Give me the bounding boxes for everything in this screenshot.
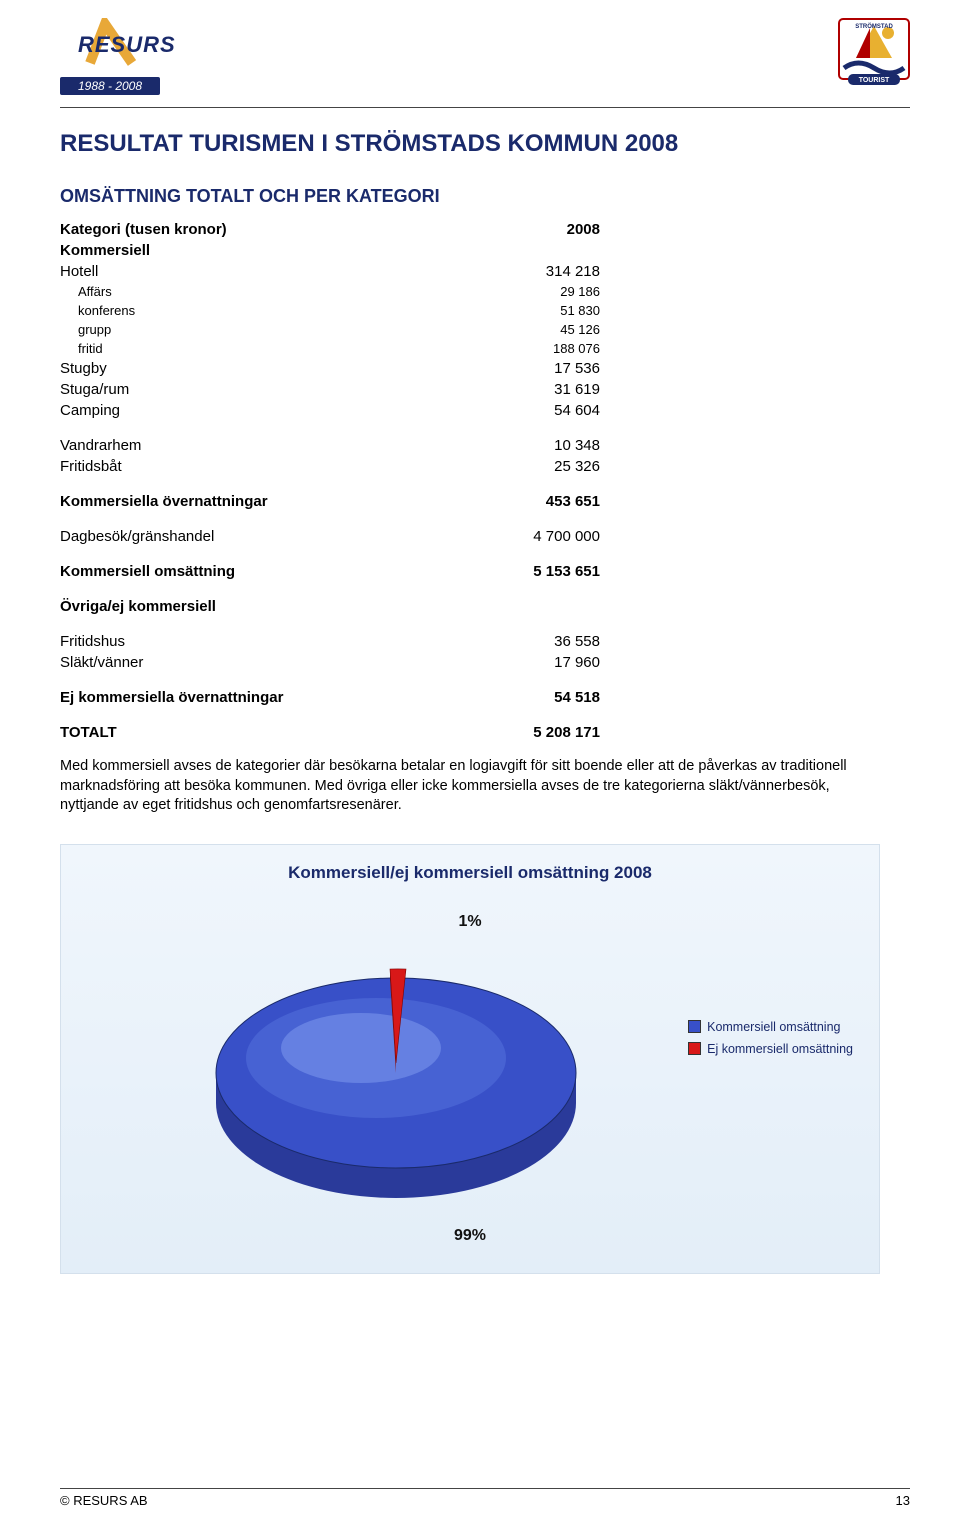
row-camping-label: Camping bbox=[60, 400, 400, 421]
row-stugby-label: Stugby bbox=[60, 358, 400, 379]
row-fritidshus-label: Fritidshus bbox=[60, 631, 400, 652]
row-komm-oms-val: 5 153 651 bbox=[400, 561, 600, 582]
brand-name: RESURS bbox=[78, 32, 176, 58]
row-hotell-label: Hotell bbox=[60, 261, 400, 282]
legend-label: Ej kommersiell omsättning bbox=[707, 1042, 853, 1056]
row-affars-val: 29 186 bbox=[400, 282, 600, 301]
header-divider bbox=[60, 107, 910, 108]
row-dagbesok-val: 4 700 000 bbox=[400, 526, 600, 547]
row-fritidsbat-label: Fritidsbåt bbox=[60, 456, 400, 477]
year-label: 2008 bbox=[400, 219, 600, 240]
row-ovriga-heading: Övriga/ej kommersiell bbox=[60, 596, 400, 617]
row-slakt-val: 17 960 bbox=[400, 652, 600, 673]
row-stugarum-label: Stuga/rum bbox=[60, 379, 400, 400]
row-grupp-label: grupp bbox=[60, 320, 400, 339]
pie-label-top: 1% bbox=[458, 913, 481, 931]
table-caption: Kategori (tusen kronor) bbox=[60, 219, 400, 240]
row-komm-oms-label: Kommersiell omsättning bbox=[60, 561, 400, 582]
legend-label: Kommersiell omsättning bbox=[707, 1020, 840, 1034]
row-konferens-val: 51 830 bbox=[400, 301, 600, 320]
page-footer: © RESURS AB 13 bbox=[60, 1488, 910, 1508]
row-totalt-label: TOTALT bbox=[60, 722, 400, 743]
chart-title: Kommersiell/ej kommersiell omsättning 20… bbox=[61, 845, 879, 883]
row-hotell-val: 314 218 bbox=[400, 261, 600, 282]
row-vandrarhem-label: Vandrarhem bbox=[60, 435, 400, 456]
row-komm-overn-label: Kommersiella övernattningar bbox=[60, 491, 400, 512]
row-ejkomm-overn-val: 54 518 bbox=[400, 687, 600, 708]
row-stugarum-val: 31 619 bbox=[400, 379, 600, 400]
section-subtitle: OMSÄTTNING TOTALT OCH PER KATEGORI bbox=[60, 186, 910, 207]
row-komm-overn-val: 453 651 bbox=[400, 491, 600, 512]
row-affars-label: Affärs bbox=[60, 282, 400, 301]
explanatory-paragraph: Med kommersiell avses de kategorier där … bbox=[60, 757, 890, 816]
row-vandrarhem-val: 10 348 bbox=[400, 435, 600, 456]
footer-page-number: 13 bbox=[896, 1493, 910, 1508]
row-totalt-val: 5 208 171 bbox=[400, 722, 600, 743]
logo-resurs: RESURS 1988 - 2008 bbox=[60, 18, 170, 95]
legend-item: Kommersiell omsättning bbox=[688, 1020, 853, 1034]
row-fritidshus-val: 36 558 bbox=[400, 631, 600, 652]
brand-years: 1988 - 2008 bbox=[60, 77, 160, 95]
row-slakt-label: Släkt/vänner bbox=[60, 652, 400, 673]
legend-item: Ej kommersiell omsättning bbox=[688, 1042, 853, 1056]
row-ejkomm-overn-label: Ej kommersiella övernattningar bbox=[60, 687, 400, 708]
chart-legend: Kommersiell omsättning Ej kommersiell om… bbox=[688, 1020, 853, 1064]
legend-swatch-icon bbox=[688, 1042, 701, 1055]
row-grupp-val: 45 126 bbox=[400, 320, 600, 339]
pie-chart bbox=[206, 943, 586, 1223]
data-table: Kategori (tusen kronor) 2008 Kommersiell… bbox=[60, 219, 600, 743]
row-fritid-val: 188 076 bbox=[400, 339, 600, 358]
svg-text:STRÖMSTAD: STRÖMSTAD bbox=[855, 23, 893, 30]
page-title: RESULTAT TURISMEN I STRÖMSTADS KOMMUN 20… bbox=[60, 130, 910, 158]
row-kommersiell-heading: Kommersiell bbox=[60, 240, 400, 261]
row-fritid-label: fritid bbox=[60, 339, 400, 358]
logo-stromstad-tourist: STRÖMSTAD TOURIST bbox=[838, 18, 910, 88]
row-konferens-label: konferens bbox=[60, 301, 400, 320]
footer-copyright: © RESURS AB bbox=[60, 1493, 148, 1508]
legend-swatch-icon bbox=[688, 1020, 701, 1033]
row-fritidsbat-val: 25 326 bbox=[400, 456, 600, 477]
row-dagbesok-label: Dagbesök/gränshandel bbox=[60, 526, 400, 547]
row-stugby-val: 17 536 bbox=[400, 358, 600, 379]
pie-chart-panel: Kommersiell/ej kommersiell omsättning 20… bbox=[60, 844, 880, 1274]
svg-text:TOURIST: TOURIST bbox=[859, 77, 890, 84]
row-camping-val: 54 604 bbox=[400, 400, 600, 421]
pie-label-bottom: 99% bbox=[454, 1227, 486, 1245]
